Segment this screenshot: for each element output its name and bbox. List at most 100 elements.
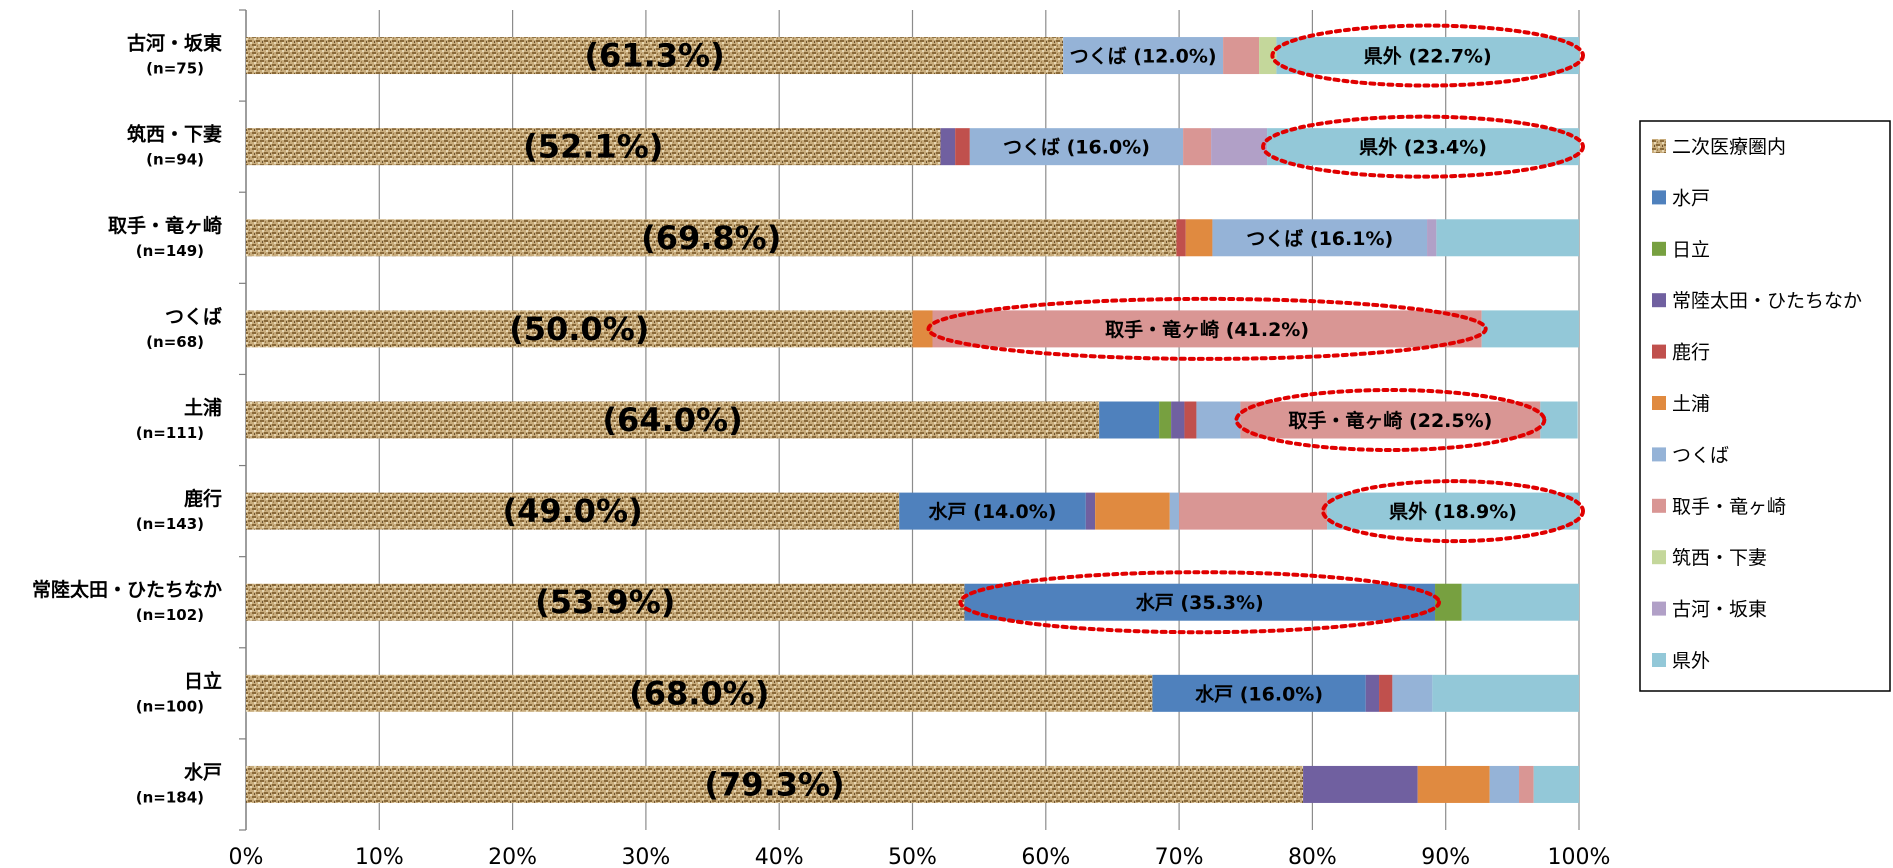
data-labels: (61.3%) つくば (12.0%) 県外 (22.7%) (52.1%) つくば (… (502, 37, 1517, 804)
bar-segment (1461, 583, 1579, 621)
highlight-ellipse (1270, 23, 1585, 88)
legend-swatch (1652, 190, 1666, 205)
legend-label: 鹿行 (1672, 342, 1710, 364)
bar-segment (1489, 765, 1520, 803)
legend-label: 県外 (1672, 650, 1710, 672)
bar-segment (1481, 310, 1579, 348)
bar-segment (1365, 674, 1380, 712)
category-n: (n=143) (136, 515, 204, 533)
bar-segment (940, 128, 956, 166)
bar-segment (1427, 219, 1437, 257)
legend-label: 筑西・下妻 (1672, 547, 1767, 569)
bar-segment (1171, 401, 1185, 439)
segment-label: つくば (12.0%) (1070, 46, 1217, 68)
bar-segment (1432, 674, 1579, 712)
bar-segment (1267, 128, 1579, 166)
bar-segment (1240, 401, 1541, 439)
legend-label: 土浦 (1672, 393, 1710, 415)
bar-segment (899, 492, 1086, 530)
x-tick-label: 30% (621, 845, 670, 868)
segment-label: 取手・竜ヶ崎 (41.2%) (1105, 318, 1309, 341)
bar-segment (1303, 765, 1418, 803)
bar-segment (1179, 492, 1328, 530)
in-region-pct-label: (68.0%) (629, 674, 769, 712)
bar-segment (246, 310, 913, 348)
x-tick-label: 100% (1548, 845, 1611, 868)
bar-segment (1519, 765, 1534, 803)
bar-segment (246, 37, 1064, 75)
in-region-pct-label: (69.8%) (641, 219, 781, 257)
bar-segment (1063, 37, 1224, 75)
segment-label: 県外 (22.7%) (1364, 45, 1492, 68)
bar-segment (1223, 37, 1260, 75)
bar-segment (1176, 219, 1186, 257)
bar-segment (246, 674, 1153, 712)
in-region-pct-label: (50.0%) (509, 310, 649, 348)
in-region-pct-label: (61.3%) (584, 37, 724, 75)
highlight-ellipse (1321, 479, 1585, 544)
category-n: (n=111) (136, 424, 204, 442)
legend-label: 二次医療圏内 (1672, 136, 1786, 158)
in-region-pct-label: (52.1%) (523, 128, 663, 166)
bar-segment (1184, 401, 1197, 439)
x-axis-ticks: 0% 10% 20% 30% 40% 50% 60% 70% 80% 90% 100% (229, 845, 1611, 868)
highlight-ellipse (926, 296, 1488, 361)
bar-segment (1533, 765, 1579, 803)
bar-segment (1212, 219, 1428, 257)
x-tick-label: 0% (229, 845, 264, 868)
bar-segment (1327, 492, 1579, 530)
segment-label: 県外 (23.4%) (1359, 136, 1487, 159)
category-n: (n=102) (136, 606, 204, 624)
bar-segment (1540, 401, 1578, 439)
bar-segment (1211, 128, 1268, 166)
bar-segment (1196, 401, 1241, 439)
x-tick-label: 40% (755, 845, 804, 868)
bar-segment (246, 583, 965, 621)
in-region-pct-label: (49.0%) (502, 492, 642, 530)
legend-swatch (1652, 396, 1666, 410)
bar-segment (1379, 674, 1393, 712)
legend-swatch (1652, 447, 1666, 462)
category-name: 鹿行 (184, 487, 222, 510)
bar-segment (1169, 492, 1180, 530)
legend-label: 水戸 (1672, 187, 1710, 209)
legend-swatch (1652, 293, 1666, 308)
category-n: (n=100) (136, 697, 204, 715)
in-region-pct-label: (64.0%) (602, 401, 742, 439)
bar-segment (246, 128, 941, 166)
bar-segment (1183, 128, 1212, 166)
bar-segment (969, 128, 1184, 166)
highlight-ellipse (958, 570, 1442, 635)
category-labels: 古河・坂東 (n=75) 筑西・下妻 (n=94) 取手・竜ヶ崎 (n=149) つくば (n… (32, 32, 222, 807)
bar-segment (955, 128, 970, 166)
legend-label: 日立 (1672, 239, 1710, 261)
bar-segment (246, 219, 1177, 257)
bar-segment (1436, 219, 1579, 257)
category-n: (n=149) (136, 242, 204, 260)
highlight-ellipses (926, 23, 1585, 635)
bar-segment (246, 492, 900, 530)
bar-segment (1099, 401, 1160, 439)
segment-label: 県外 (18.9%) (1389, 500, 1517, 523)
bar-segment (1085, 492, 1096, 530)
bar-segment (1152, 674, 1366, 712)
x-tick-label: 10% (355, 845, 404, 868)
x-tick-label: 60% (1021, 845, 1070, 868)
legend: 二次医療圏内水戸日立常陸太田・ひたちなか鹿行土浦つくば取手・竜ヶ崎筑西・下妻古河… (1639, 120, 1891, 692)
bar-segment (1276, 37, 1579, 75)
category-name: 古河・坂東 (127, 32, 222, 55)
bar-segment (1185, 219, 1213, 257)
bar-segment (932, 310, 1482, 348)
legend-box (1639, 120, 1891, 692)
x-tick-label: 90% (1421, 845, 1470, 868)
category-n: (n=68) (146, 333, 204, 351)
legend-swatch (1652, 550, 1666, 565)
legend-label: 取手・竜ヶ崎 (1672, 496, 1786, 518)
category-name: 日立 (184, 669, 222, 692)
legend-label: つくば (1672, 444, 1729, 466)
bar-segment (1159, 401, 1172, 439)
segment-label: 取手・竜ヶ崎 (22.5%) (1288, 409, 1492, 432)
in-region-pct-label: (79.3%) (704, 765, 844, 803)
legend-swatch (1652, 241, 1666, 256)
